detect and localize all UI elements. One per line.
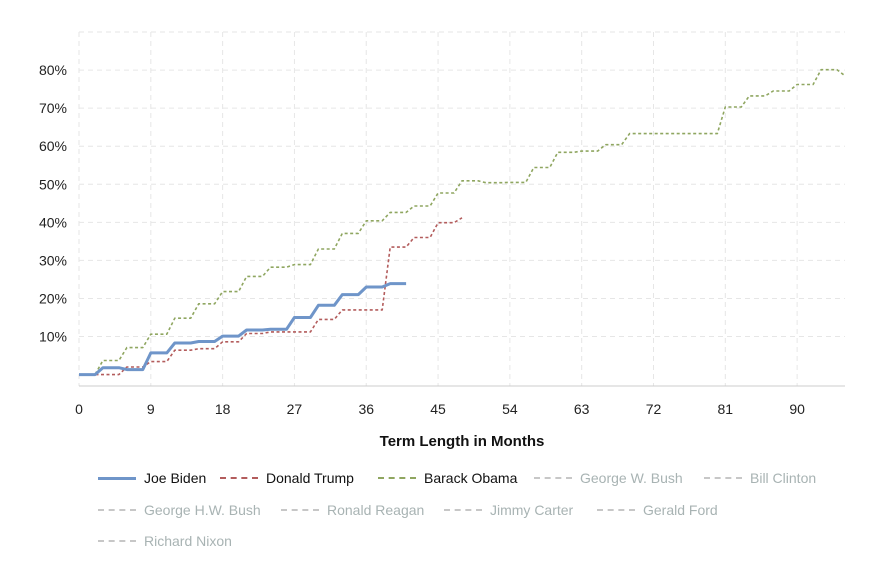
grid-lines: [78, 31, 845, 386]
legend-item-george-h-w-bush[interactable]: George H.W. Bush: [98, 502, 261, 518]
legend-item-joe-biden[interactable]: Joe Biden: [98, 470, 206, 486]
y-tick-label: 60%: [39, 138, 67, 154]
x-tick-label: 27: [287, 401, 303, 417]
y-tick-label: 20%: [39, 290, 67, 306]
series-line-joe-biden: [79, 282, 407, 377]
x-tick-label: 63: [574, 401, 590, 417]
legend-item-richard-nixon[interactable]: Richard Nixon: [98, 533, 232, 549]
legend-swatch: [98, 476, 136, 480]
x-tick-label: 54: [502, 401, 518, 417]
legend-item-george-w-bush[interactable]: George W. Bush: [534, 470, 683, 486]
x-tick-label: 36: [358, 401, 374, 417]
legend-label: Joe Biden: [144, 470, 207, 486]
legend-label: Barack Obama: [424, 470, 518, 486]
legend-label: Richard Nixon: [144, 533, 232, 549]
legend-swatch: [378, 477, 416, 479]
series-line-barack-obama: [79, 68, 846, 376]
x-tick-label: 45: [430, 401, 446, 417]
legend-label: Ronald Reagan: [327, 502, 425, 518]
legend-swatch: [704, 477, 742, 479]
y-tick-label: 30%: [39, 252, 67, 268]
legend-swatch: [281, 509, 319, 511]
line-chart: 10% 20% 30% 40% 50% 60% 70% 80% 0 9 18 27 36 45 54 63 7…: [39, 31, 846, 450]
legend-label: Donald Trump: [266, 470, 354, 486]
legend-item-jimmy-carter[interactable]: Jimmy Carter: [444, 502, 573, 518]
x-tick-label: 0: [75, 401, 83, 417]
x-axis-title: Term Length in Months: [380, 433, 545, 450]
y-tick-label: 70%: [39, 100, 67, 116]
x-tick-label: 81: [718, 401, 734, 417]
y-tick-label: 80%: [39, 62, 67, 78]
legend-swatch: [444, 509, 482, 511]
y-axis-ticks: 10% 20% 30% 40% 50% 60% 70% 80%: [39, 62, 67, 344]
x-axis-ticks: 0 9 18 27 36 45 54 63 72 81 90: [75, 401, 805, 417]
legend-swatch: [98, 509, 136, 511]
legend-item-ronald-reagan[interactable]: Ronald Reagan: [281, 502, 424, 518]
y-tick-label: 50%: [39, 176, 67, 192]
legend-swatch: [534, 477, 572, 479]
legend-item-donald-trump[interactable]: Donald Trump: [220, 470, 354, 486]
legend-label: George W. Bush: [580, 470, 683, 486]
legend-item-bill-clinton[interactable]: Bill Clinton: [704, 470, 816, 486]
legend-label: Gerald Ford: [643, 502, 718, 518]
legend-label: Jimmy Carter: [490, 502, 574, 518]
y-tick-label: 40%: [39, 214, 67, 230]
x-tick-label: 72: [646, 401, 662, 417]
legend-label: George H.W. Bush: [144, 502, 261, 518]
legend-swatch: [98, 540, 136, 542]
y-tick-label: 10%: [39, 329, 67, 345]
x-tick-label: 18: [215, 401, 231, 417]
series-line-donald-trump: [79, 217, 463, 376]
legend-swatch: [597, 509, 635, 511]
x-tick-label: 9: [147, 401, 155, 417]
legend-item-gerald-ford[interactable]: Gerald Ford: [597, 502, 718, 518]
legend-item-barack-obama[interactable]: Barack Obama: [378, 470, 517, 486]
series-lines: [79, 68, 846, 377]
legend-label: Bill Clinton: [750, 470, 817, 486]
x-tick-label: 90: [789, 401, 805, 417]
legend-swatch: [220, 477, 258, 479]
